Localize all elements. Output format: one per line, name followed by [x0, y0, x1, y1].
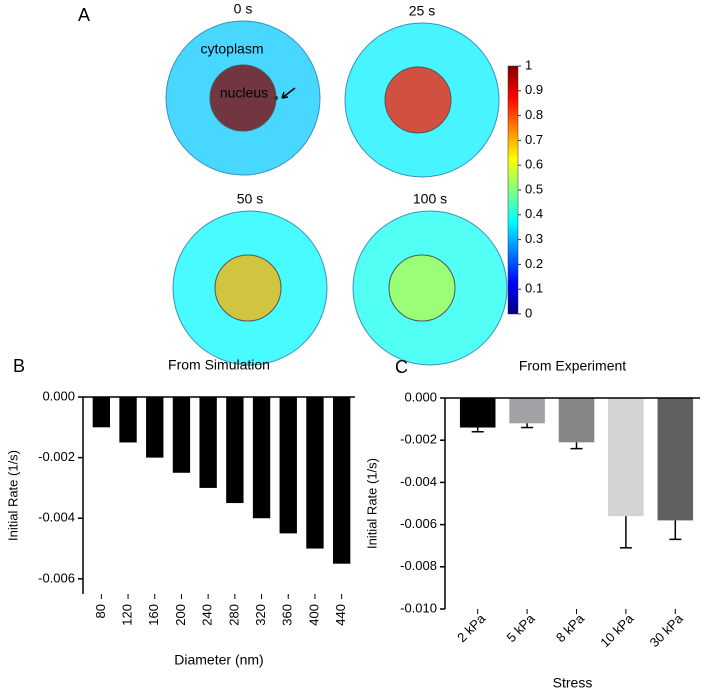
frame-time: 50 s [237, 191, 263, 207]
colorbar-tick-label: 0.4 [525, 206, 543, 221]
colorbar [507, 65, 519, 315]
pore [274, 96, 278, 100]
panel-label: C [395, 357, 408, 377]
bar [172, 397, 191, 473]
bar [279, 397, 297, 534]
x-tick-label: 8 kPa [553, 610, 588, 645]
colorbar-tick-label: 0 [525, 305, 532, 320]
chart-title: From Simulation [168, 357, 270, 373]
error-bar [619, 516, 632, 549]
colorbar-tick-label: 0.8 [525, 107, 543, 122]
bar [459, 398, 496, 428]
colorbar-tick-label: 0.1 [525, 281, 543, 296]
y-tick-label: -0.010 [400, 600, 437, 615]
y-tick-label: -0.008 [400, 558, 437, 573]
x-tick-label: 10 kPa [597, 610, 637, 650]
x-tick-label: 440 [333, 604, 348, 626]
x-tick-label: 240 [200, 604, 215, 626]
x-tick-label: 360 [280, 604, 295, 626]
bar [119, 397, 137, 443]
x-axis-label: Stress [553, 675, 593, 691]
y-tick-label: -0.006 [400, 516, 437, 531]
x-tick-label: 80 [93, 604, 108, 618]
x-tick-label: 400 [306, 604, 321, 626]
bar [199, 397, 217, 488]
x-tick-label: 320 [253, 604, 268, 626]
y-tick-label: -0.004 [38, 510, 75, 525]
frame-time: 100 s [413, 191, 447, 207]
panel-label: B [13, 356, 25, 376]
x-tick-label: 280 [226, 604, 241, 626]
bar [509, 398, 545, 424]
x-tick-label: 2 kPa [454, 610, 489, 645]
bar [306, 397, 324, 549]
x-tick-label: 200 [173, 604, 188, 626]
bar [657, 398, 694, 521]
chart-title: From Experiment [519, 358, 626, 374]
arrow [281, 87, 296, 99]
cells [165, 20, 508, 366]
bar [608, 398, 644, 517]
colorbar-tick-label: 0.2 [525, 256, 543, 271]
x-tick-label: 120 [119, 604, 134, 626]
bar [226, 397, 244, 504]
bar [92, 397, 111, 428]
bar [558, 398, 595, 443]
frame-time: 0 s [234, 1, 253, 17]
colorbar-tick-label: 0.9 [525, 82, 543, 97]
y-tick-label: -0.002 [400, 432, 437, 447]
nucleus [214, 254, 282, 322]
colorbar-tick-label: 0.7 [525, 132, 543, 147]
bar [146, 397, 164, 458]
y-axis-label: Initial Rate (1/s) [364, 458, 379, 549]
bar [252, 397, 271, 519]
y-tick-label: -0.006 [38, 570, 75, 585]
error-bar [669, 520, 682, 541]
colorbar-tick-label: 0.3 [525, 231, 543, 246]
error-bar [570, 442, 583, 450]
y-tick-label: 0.000 [404, 389, 437, 404]
x-tick-label: 5 kPa [504, 610, 539, 645]
y-tick-label: 0.000 [42, 388, 75, 403]
y-tick-label: -0.004 [400, 474, 437, 489]
x-axis-label: Diameter (nm) [174, 652, 263, 668]
nucleus [384, 66, 452, 134]
cytoplasm-label: cytoplasm [200, 41, 263, 57]
nucleus [388, 254, 456, 322]
y-tick-label: -0.002 [38, 449, 75, 464]
colorbar-tick-label: 0.6 [525, 157, 543, 172]
frame-time: 25 s [409, 3, 435, 19]
bar [332, 397, 351, 564]
nucleus-label: nucleus [220, 85, 268, 101]
error-bar [521, 423, 534, 429]
panel-label: A [78, 5, 90, 25]
error-bar [471, 427, 484, 433]
y-axis-label: Initial Rate (1/s) [5, 450, 20, 541]
x-tick-label: 160 [146, 604, 161, 626]
colorbar-tick-label: 0.5 [525, 181, 543, 196]
x-tick-label: 30 kPa [647, 610, 687, 650]
colorbar-tick-label: 1 [525, 57, 532, 72]
